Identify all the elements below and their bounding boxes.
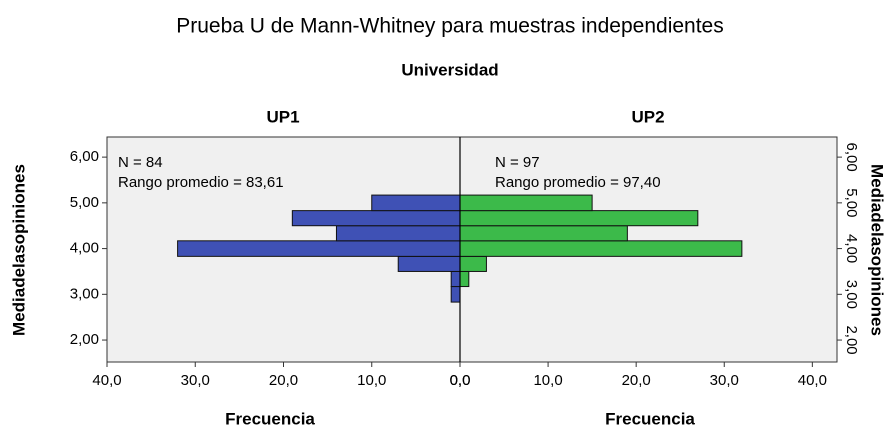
bar — [335, 225, 461, 242]
annotation: Rango promedio = 97,40 — [495, 174, 661, 191]
y-tick-label: 5,00 — [70, 194, 99, 211]
y-tick-label: 2,00 — [70, 331, 99, 348]
x-tick-label: 40,0 — [92, 372, 121, 389]
y-axis-label: Mediadelasopiniones — [9, 164, 28, 336]
y-tick-label: 3,00 — [70, 285, 99, 302]
x-tick-label: 20,0 — [622, 372, 651, 389]
bar — [397, 255, 461, 272]
x-axis-label: Frecuencia — [605, 409, 695, 428]
bar — [459, 225, 628, 242]
x-tick-label: 40,0 — [798, 372, 827, 389]
panel-label: UP2 — [631, 107, 664, 126]
annotation: N = 97 — [495, 154, 540, 171]
bar — [459, 240, 743, 257]
y-tick-label: 4,00 — [843, 234, 860, 263]
y-tick-label: 6,00 — [843, 143, 860, 172]
annotation: Rango promedio = 83,61 — [118, 174, 284, 191]
x-tick-label: 10,0 — [357, 372, 386, 389]
chart-subtitle: Universidad — [401, 60, 498, 79]
bar — [450, 270, 461, 288]
x-tick-label: 20,0 — [269, 372, 298, 389]
bar — [291, 210, 461, 227]
x-tick-label: 0,0 — [450, 372, 471, 389]
panel-label: UP1 — [266, 107, 299, 126]
chart-title: Prueba U de Mann-Whitney para muestras i… — [176, 15, 723, 38]
y-tick-label: 6,00 — [70, 148, 99, 165]
x-tick-label: 0,0 — [450, 372, 471, 389]
x-axis-label: Frecuencia — [225, 409, 315, 428]
bar — [459, 270, 470, 288]
annotation: N = 84 — [118, 154, 163, 171]
x-tick-label: 10,0 — [533, 372, 562, 389]
bar — [177, 240, 461, 257]
bar — [371, 194, 461, 212]
x-tick-label: 30,0 — [181, 372, 210, 389]
y-tick-label: 4,00 — [70, 240, 99, 257]
bar — [450, 286, 461, 303]
bar — [459, 210, 699, 227]
y-tick-label: 5,00 — [843, 188, 860, 217]
y-tick-label: 3,00 — [843, 280, 860, 309]
bar — [459, 194, 593, 212]
bar — [459, 255, 487, 272]
y-tick-label: 2,00 — [843, 325, 860, 354]
x-tick-label: 30,0 — [710, 372, 739, 389]
y-axis-label: Mediadelasopiniones — [868, 164, 887, 336]
